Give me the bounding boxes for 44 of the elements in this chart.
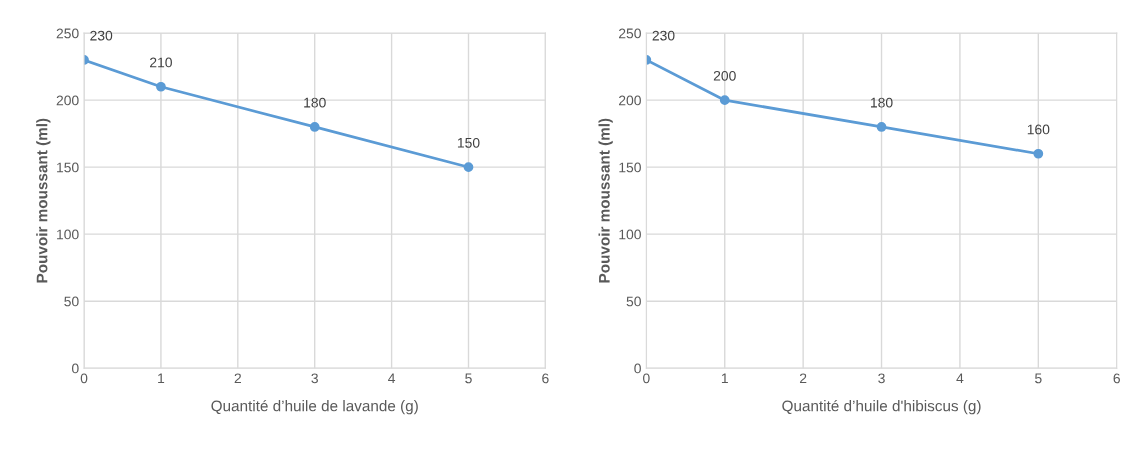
- x-tick-label: 0: [643, 373, 650, 384]
- x-tick-label: 3: [311, 373, 318, 384]
- x-tick-label: 1: [721, 373, 728, 384]
- y-tick-label: 200: [619, 95, 641, 106]
- x-tick-label: 4: [388, 373, 396, 384]
- data-label: 230: [90, 30, 113, 41]
- x-tick-label: 0: [80, 373, 88, 384]
- point: [463, 162, 474, 173]
- y-tick-label: 250: [56, 28, 79, 39]
- x-tick-label: 5: [1035, 373, 1042, 384]
- x-tick-label: 2: [799, 373, 807, 384]
- point: [876, 122, 887, 132]
- point: [309, 122, 320, 132]
- data-label: 180: [304, 97, 326, 108]
- y-axis-title: Pouvoir moussant (ml): [598, 118, 613, 283]
- x-tick-label: 2: [234, 373, 241, 384]
- y-tick-label: 200: [56, 95, 79, 106]
- x-tick-label: 1: [158, 373, 165, 384]
- data-label: 150: [457, 137, 480, 148]
- y-tick-label: 100: [57, 229, 79, 240]
- y-tick-label: 100: [619, 229, 641, 240]
- y-tick-label: 0: [71, 363, 79, 374]
- x-tick-label: 5: [465, 373, 472, 384]
- y-tick-label: 0: [634, 363, 641, 374]
- y-tick-label: 150: [57, 162, 79, 173]
- data-label: 160: [1027, 124, 1050, 135]
- data-label: 180: [871, 97, 893, 108]
- point: [719, 95, 730, 106]
- x-tick-label: 6: [542, 373, 549, 384]
- x-tick-label: 6: [1113, 373, 1120, 384]
- x-axis-title: Quantité d’huile de lavande (g): [211, 399, 418, 415]
- data-label: 210: [150, 57, 172, 68]
- data-label: 230: [652, 30, 675, 41]
- data-label: 200: [713, 70, 736, 81]
- point: [1033, 148, 1044, 159]
- y-tick-label: 50: [626, 296, 641, 307]
- point: [156, 81, 166, 92]
- y-tick-label: 50: [64, 296, 79, 307]
- y-axis-title: Pouvoir moussant (ml): [36, 118, 51, 283]
- x-tick-label: 4: [956, 373, 964, 384]
- y-tick-label: 150: [619, 162, 641, 173]
- y-tick-label: 250: [619, 28, 641, 39]
- x-tick-label: 3: [878, 373, 885, 384]
- x-axis-title: Quantité d’huile d'hibiscus (g): [782, 399, 981, 415]
